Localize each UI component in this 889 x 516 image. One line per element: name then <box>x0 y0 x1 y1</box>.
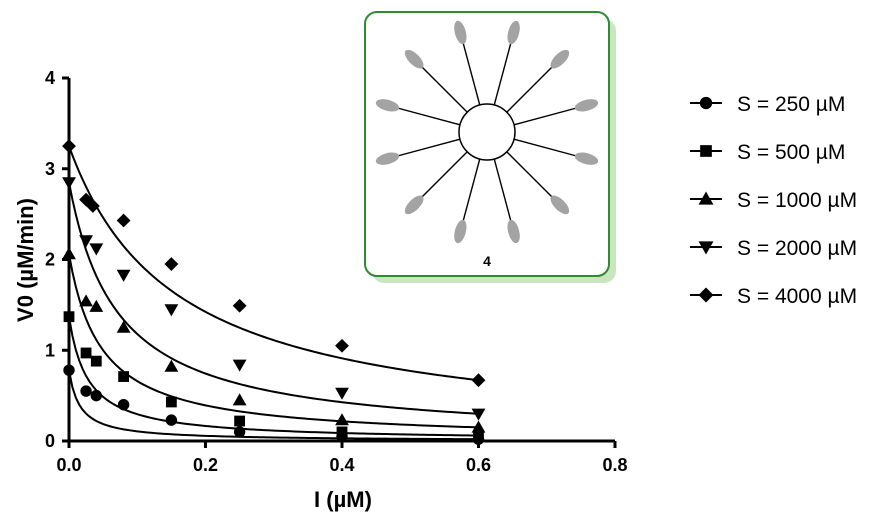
x-tick-label: 0.0 <box>56 455 81 475</box>
data-point-series-3 <box>232 393 247 406</box>
legend-label: S = 2000 µM <box>737 237 857 260</box>
data-point-series-5 <box>471 373 486 388</box>
x-axis-title: I (µM) <box>314 487 372 512</box>
spoke-line <box>493 37 514 107</box>
legend-label: S = 500 µM <box>737 141 845 164</box>
data-point-series-4 <box>79 235 93 248</box>
legend-label: S = 4000 µM <box>737 285 857 308</box>
data-point-series-3 <box>89 299 104 312</box>
legend-marker <box>698 241 714 255</box>
legend-marker <box>698 191 714 205</box>
inset-compound-label: 4 <box>483 253 491 269</box>
data-point-series-3 <box>79 294 93 307</box>
legend-label: S = 250 µM <box>737 93 845 116</box>
y-axis-ticks: 0 1 2 3 4 <box>45 68 69 451</box>
legend-label: S = 1000 µM <box>737 189 857 212</box>
data-point-series-5 <box>116 213 131 228</box>
data-point-series-1 <box>80 385 92 397</box>
fit-curve-series-2 <box>68 316 479 437</box>
spoke-tip-ellipse <box>550 195 570 215</box>
spoke-line <box>460 157 481 227</box>
spoke-tip-ellipse <box>404 195 424 215</box>
spoke-tip-ellipse <box>507 20 520 45</box>
legend-item-2: S = 500 µM <box>690 141 845 164</box>
fit-curve-series-1 <box>68 370 479 441</box>
spoke-tip-ellipse <box>574 99 599 112</box>
spoke-tip-ellipse <box>454 219 467 244</box>
spoke-line <box>493 157 514 227</box>
data-point-series-5 <box>335 338 349 353</box>
data-point-series-4 <box>471 408 486 421</box>
data-point-series-4 <box>116 269 131 282</box>
x-tick-label: 0.4 <box>329 455 354 475</box>
fit-curve-series-3 <box>68 253 479 429</box>
data-point-series-5 <box>164 257 179 271</box>
fit-curve-series-5 <box>68 145 479 382</box>
fit-curve-series-4 <box>68 182 479 415</box>
data-point-series-5 <box>79 192 93 207</box>
spoke-line <box>505 150 557 202</box>
legend-marker <box>698 287 714 303</box>
data-point-series-1 <box>90 389 103 402</box>
spoke-line <box>417 62 469 114</box>
data-point-series-2 <box>473 430 484 441</box>
y-tick-label: 2 <box>45 250 55 270</box>
data-point-series-2 <box>90 355 102 367</box>
spoke-line <box>417 150 469 202</box>
data-point-series-2 <box>80 347 92 359</box>
data-point-series-2 <box>118 371 129 382</box>
x-tick-label: 0.8 <box>602 455 627 475</box>
inset-structure-figure: 4 <box>364 11 616 283</box>
legend-marker <box>699 96 713 110</box>
data-point-series-2 <box>165 396 177 408</box>
spoke-tip-ellipse <box>574 152 599 165</box>
x-tick-label: 0.6 <box>466 455 491 475</box>
y-axis-title: V0 (µM/min) <box>13 198 38 322</box>
fit-curves <box>68 145 479 441</box>
data-point-series-1 <box>233 426 246 438</box>
spoke-line <box>512 105 582 126</box>
legend-item-1: S = 250 µM <box>690 93 845 116</box>
x-tick-label: 0.2 <box>193 455 218 475</box>
data-point-series-4 <box>164 304 179 317</box>
spoke-line <box>512 138 582 159</box>
spoke-tip-ellipse <box>454 20 467 45</box>
data-point-series-3 <box>164 359 179 372</box>
y-tick-label: 4 <box>45 68 55 88</box>
legend: S = 250 µM S = 500 µM S = 1000 µM S = 2000 … <box>690 93 857 308</box>
data-point-series-4 <box>89 243 104 256</box>
spoke-tip-ellipse <box>550 49 570 69</box>
spoke-tip-ellipse <box>507 219 520 244</box>
core-circle <box>458 103 516 161</box>
radial-spokes <box>375 20 599 244</box>
legend-marker <box>700 145 712 157</box>
spoke-tip-ellipse <box>375 99 400 112</box>
data-point-series-5 <box>85 199 100 213</box>
data-point-series-2 <box>336 426 348 438</box>
legend-item-5: S = 4000 µM <box>690 285 857 308</box>
data-point-series-5 <box>232 298 247 313</box>
spoke-line <box>460 37 481 107</box>
x-axis-ticks: 0.0 0.2 0.4 0.6 0.8 <box>56 441 628 475</box>
data-point-series-3 <box>116 320 131 333</box>
legend-item-3: S = 1000 µM <box>690 189 857 212</box>
spoke-line <box>505 62 557 114</box>
data-point-series-1 <box>165 414 178 426</box>
data-point-series-3 <box>335 413 349 426</box>
data-point-series-3 <box>471 420 486 433</box>
spoke-tip-ellipse <box>375 152 400 165</box>
y-tick-label: 1 <box>45 340 55 360</box>
data-point-series-1 <box>117 399 130 411</box>
y-tick-label: 0 <box>45 431 55 451</box>
y-tick-label: 3 <box>45 159 55 179</box>
data-point-series-4 <box>335 387 349 400</box>
spoke-line <box>392 138 462 159</box>
spoke-tip-ellipse <box>404 49 424 69</box>
data-point-series-2 <box>234 415 246 427</box>
legend-item-4: S = 2000 µM <box>690 237 857 260</box>
data-point-series-4 <box>232 359 247 372</box>
spoke-line <box>392 105 462 126</box>
